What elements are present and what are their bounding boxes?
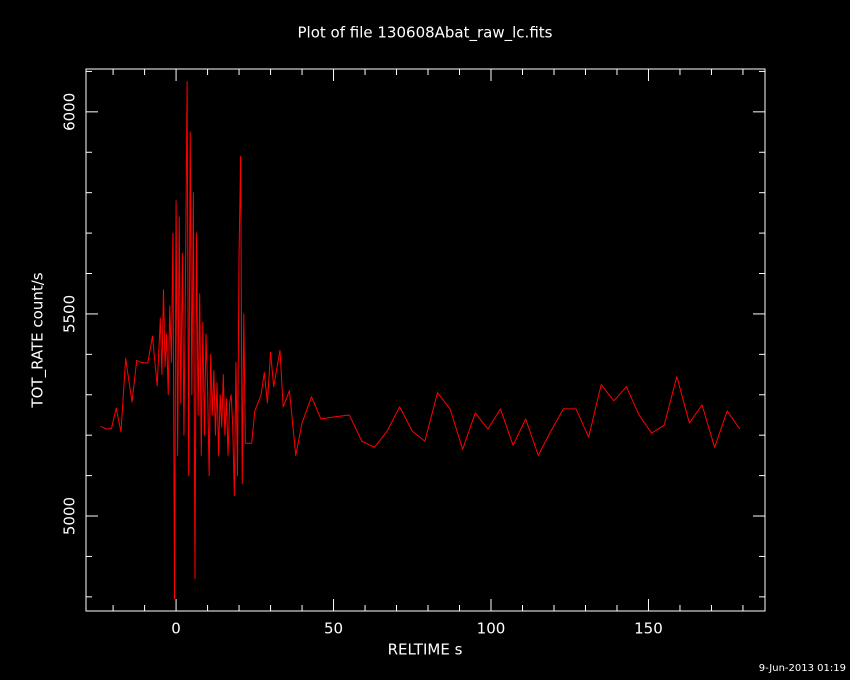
light-curve [100,81,741,600]
y-tick-label: 5500 [60,295,78,333]
y-tick-label: 5000 [61,497,79,535]
x-axis-label: RELTIME s [388,641,463,659]
x-tick-label: 100 [477,620,506,638]
timestamp: 9-Jun-2013 01:19 [759,663,846,674]
plot-frame [85,68,766,612]
x-tick-label: 0 [171,620,181,638]
chart-title: Plot of file 130608Abat_raw_lc.fits [298,24,553,43]
y-tick-label: 6000 [61,93,79,131]
x-tick-label: 50 [324,620,343,638]
y-axis-label: TOT_RATE count/s [29,272,48,408]
x-tick-label: 150 [634,620,663,638]
